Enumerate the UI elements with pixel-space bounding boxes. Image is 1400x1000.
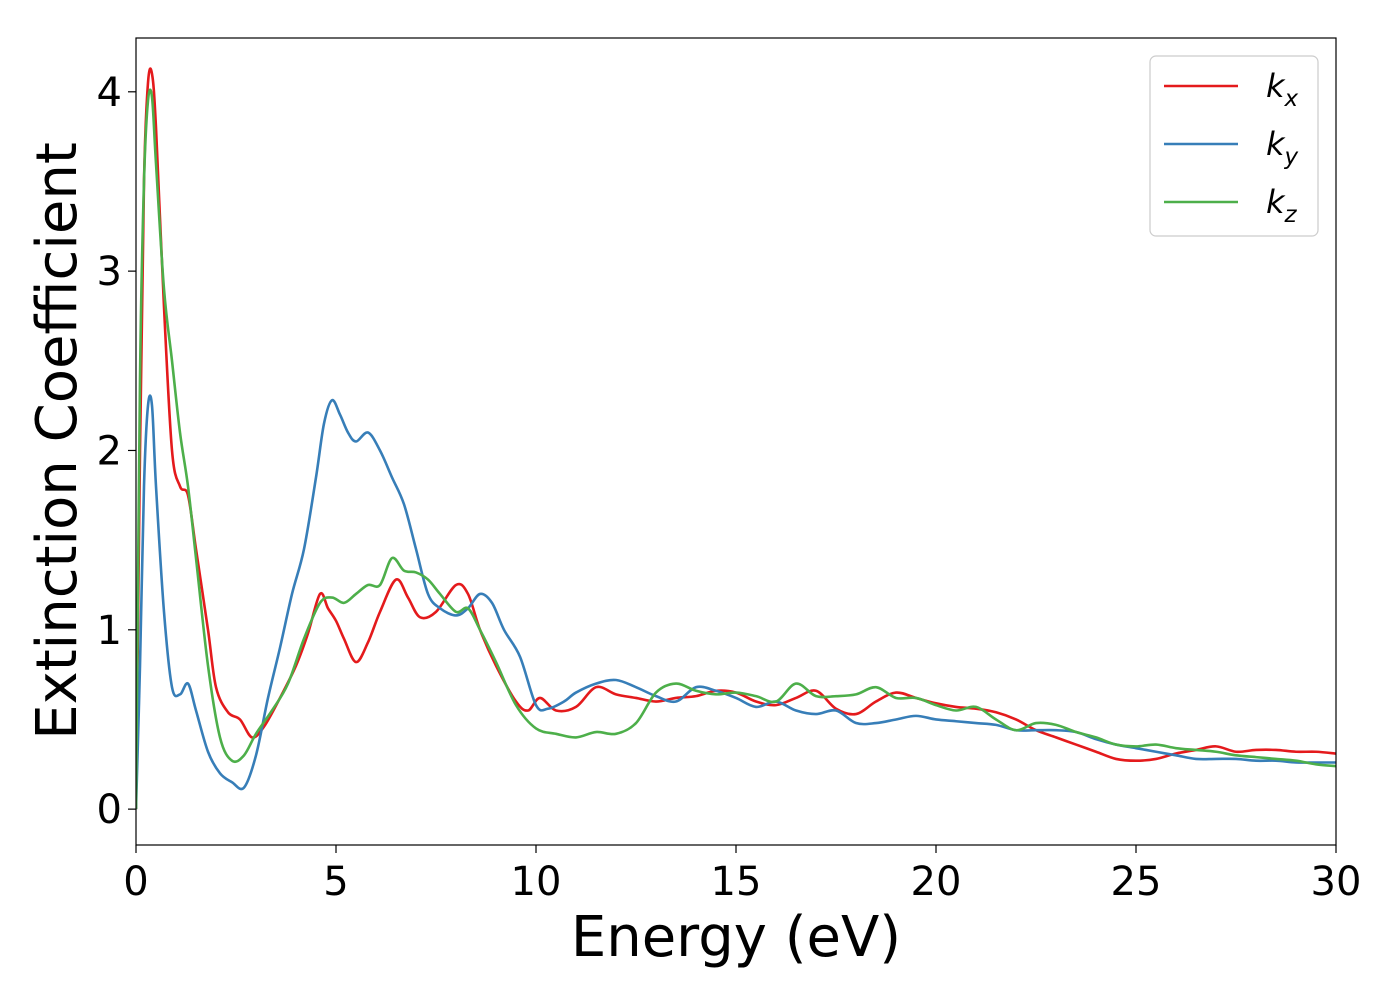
legend-label-base: k [1266,183,1286,221]
y-axis: 0 1 2 3 4 [97,70,136,833]
legend-label-base: k [1266,125,1286,163]
x-tick-label: 20 [911,859,962,905]
x-tick-label: 0 [123,859,148,905]
x-tick-label: 15 [711,859,762,905]
legend-label-kx: kx [1266,67,1299,112]
y-tick-label: 3 [97,249,122,295]
x-tick-label: 30 [1311,859,1362,905]
y-axis-title: Extinction Coefficient [25,142,90,740]
legend-label-subscript: z [1284,202,1298,228]
y-tick-label: 4 [97,70,122,116]
x-tick-label: 5 [323,859,348,905]
legend-label-ky: ky [1266,125,1299,170]
legend-label-subscript: y [1284,144,1299,170]
y-tick-label: 0 [97,787,122,833]
series-line-ky [136,394,1336,810]
x-tick-label: 25 [1111,859,1162,905]
legend-label-subscript: x [1284,86,1299,112]
legend-label-base: k [1266,67,1286,105]
y-tick-label: 1 [97,608,122,654]
legend-box [1149,55,1319,237]
series-layer [136,67,1336,810]
x-tick-label: 10 [511,859,562,905]
plot-background [136,38,1336,845]
x-axis-title: Energy (eV) [571,905,901,970]
y-tick-label: 2 [97,428,122,474]
series-line-kz [136,88,1336,810]
legend-label-kz: kz [1266,183,1298,228]
x-axis: 0 5 10 15 20 25 30 [123,845,1361,905]
